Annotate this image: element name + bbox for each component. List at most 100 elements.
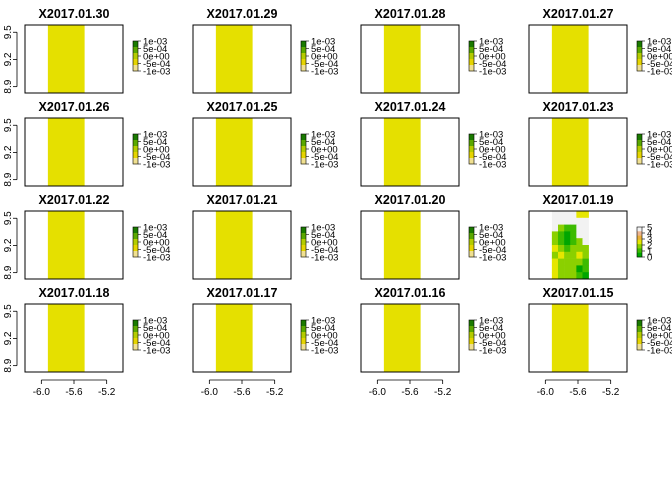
legend-swatch bbox=[301, 53, 306, 60]
legend-swatch bbox=[637, 146, 642, 153]
raster-cell bbox=[570, 258, 577, 266]
legend-label: 5e-04 bbox=[479, 137, 503, 148]
legend-label: 0e+00 bbox=[143, 144, 170, 155]
legend-swatch bbox=[133, 239, 138, 246]
legend-swatch bbox=[469, 158, 474, 165]
legend-label: 0e+00 bbox=[479, 237, 506, 248]
raster-cell bbox=[564, 211, 571, 219]
y-tick-label: 9.2 bbox=[3, 145, 14, 159]
legend-swatch bbox=[637, 248, 642, 254]
raster-fill bbox=[47, 211, 85, 279]
legend-label: 1e-03 bbox=[311, 222, 335, 233]
raster-cell bbox=[564, 245, 571, 253]
legend-label: 1 bbox=[647, 246, 652, 257]
y-tick-label: 9.5 bbox=[3, 118, 14, 132]
legend-swatch bbox=[133, 140, 138, 147]
raster-cell bbox=[557, 224, 565, 232]
legend-label: 0e+00 bbox=[311, 51, 338, 62]
legend-swatch bbox=[469, 344, 474, 351]
raster-fill bbox=[551, 25, 589, 93]
x-tick-label: -5.6 bbox=[401, 387, 419, 398]
y-tick-label: 9.2 bbox=[3, 238, 14, 252]
y-tick-label: 9.2 bbox=[3, 52, 14, 66]
legend-label: 0e+00 bbox=[647, 144, 672, 155]
panel-title: X2017.01.19 bbox=[543, 193, 614, 207]
plot-frame bbox=[192, 117, 292, 187]
legend-label: -1e-03 bbox=[143, 66, 170, 77]
legend-swatch bbox=[301, 152, 306, 159]
legend-label: -1e-03 bbox=[143, 345, 170, 356]
raster-cell bbox=[551, 238, 559, 246]
legend-label: 0e+00 bbox=[143, 237, 170, 248]
legend-swatch bbox=[469, 245, 474, 252]
raster-cell bbox=[576, 251, 583, 259]
panel-title: X2017.01.25 bbox=[207, 100, 278, 114]
legend-swatch bbox=[637, 134, 642, 141]
legend-label: -5e-04 bbox=[311, 152, 338, 163]
y-tick-label: 9.2 bbox=[3, 331, 14, 345]
legend-swatch bbox=[301, 338, 306, 345]
legend-swatch bbox=[637, 344, 642, 351]
raster-cell bbox=[551, 272, 559, 280]
legend-swatch bbox=[469, 338, 474, 345]
raster-cell bbox=[564, 231, 571, 239]
raster-cell bbox=[557, 251, 565, 259]
legend-swatch bbox=[133, 245, 138, 252]
y-tick-label: 8.9 bbox=[3, 79, 14, 93]
legend-label: -1e-03 bbox=[479, 252, 506, 263]
legend-swatch bbox=[133, 158, 138, 165]
legend-label: -5e-04 bbox=[647, 59, 672, 70]
legend-swatch bbox=[469, 251, 474, 258]
raster-cell bbox=[564, 272, 571, 280]
legend-swatch bbox=[469, 41, 474, 48]
legend-label: -5e-04 bbox=[143, 152, 170, 163]
legend-swatch bbox=[301, 41, 306, 48]
raster-cell bbox=[576, 211, 583, 219]
legend-label: -1e-03 bbox=[143, 159, 170, 170]
raster-cell bbox=[570, 217, 577, 225]
raster-cell bbox=[576, 265, 583, 273]
legend-label: -5e-04 bbox=[479, 245, 506, 256]
legend-label: 5e-04 bbox=[143, 44, 167, 55]
legend-label: 1e-03 bbox=[311, 129, 335, 140]
legend-swatch bbox=[301, 239, 306, 246]
panel-title: X2017.01.24 bbox=[375, 100, 446, 114]
legend-swatch bbox=[133, 233, 138, 240]
raster-fill bbox=[383, 118, 421, 186]
legend-label: 5e-04 bbox=[311, 44, 335, 55]
legend-swatch bbox=[133, 227, 138, 234]
legend-label: -1e-03 bbox=[479, 159, 506, 170]
raster-fill bbox=[551, 118, 589, 186]
legend-label: 0e+00 bbox=[311, 237, 338, 248]
legend-swatch bbox=[469, 47, 474, 54]
legend-swatch bbox=[637, 47, 642, 54]
legend-swatch bbox=[133, 65, 138, 72]
raster-fill bbox=[47, 118, 85, 186]
plot-frame bbox=[24, 303, 124, 373]
raster-fill bbox=[215, 304, 253, 372]
panel-title: X2017.01.20 bbox=[375, 193, 446, 207]
legend-label: -1e-03 bbox=[647, 345, 672, 356]
legend-swatch bbox=[469, 227, 474, 234]
legend-swatch bbox=[637, 332, 642, 339]
legend-swatch bbox=[637, 231, 642, 236]
raster-fill bbox=[383, 304, 421, 372]
legend-label: 5e-04 bbox=[479, 230, 503, 241]
x-tick-label: -6.0 bbox=[33, 387, 51, 398]
raster-cell bbox=[582, 258, 589, 266]
plot-frame bbox=[360, 117, 460, 187]
legend-swatch bbox=[637, 140, 642, 147]
legend-label: 5e-04 bbox=[311, 137, 335, 148]
legend-swatch bbox=[133, 344, 138, 351]
raster-cell bbox=[576, 258, 583, 266]
legend-swatch bbox=[637, 244, 642, 249]
legend-swatch bbox=[637, 252, 642, 258]
raster-cell bbox=[551, 265, 559, 273]
plot-frame bbox=[192, 24, 292, 94]
